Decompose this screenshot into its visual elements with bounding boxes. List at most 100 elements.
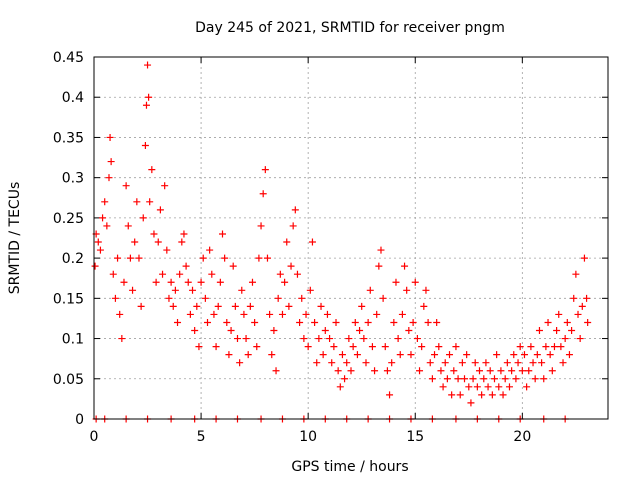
x-axis-label: GPS time / hours — [291, 459, 408, 475]
data-point — [302, 310, 310, 318]
data-point — [426, 359, 434, 367]
data-point — [377, 246, 385, 254]
data-point — [510, 351, 518, 359]
data-point — [135, 254, 143, 262]
data-point — [497, 367, 505, 375]
data-point — [285, 302, 293, 310]
data-point — [553, 327, 561, 335]
y-axis-label: SRMTID / TECUs — [7, 182, 23, 295]
data-point — [281, 278, 289, 286]
data-point — [180, 230, 188, 238]
data-point — [523, 383, 531, 391]
data-point — [443, 375, 451, 383]
data-point — [405, 327, 413, 335]
x-tick-label: 0 — [90, 429, 99, 445]
data-point — [133, 198, 141, 206]
data-point — [433, 318, 441, 326]
data-point — [259, 190, 267, 198]
data-point — [227, 327, 235, 335]
data-point — [154, 238, 162, 246]
x-tick-label: 15 — [406, 429, 424, 445]
data-point — [323, 310, 331, 318]
data-point — [358, 302, 366, 310]
data-point — [535, 327, 543, 335]
data-point — [416, 367, 424, 375]
data-point — [561, 335, 569, 343]
data-point — [148, 166, 156, 174]
data-point — [246, 302, 254, 310]
data-point — [145, 93, 153, 101]
data-point — [272, 367, 280, 375]
data-point — [131, 238, 139, 246]
data-point — [210, 310, 218, 318]
y-axis-ticks: 0 0.05 0.1 0.15 0.2 0.25 0.3 0.35 0.4 0.45 — [53, 50, 608, 428]
data-point — [293, 270, 301, 278]
data-point — [390, 318, 398, 326]
data-point — [531, 375, 539, 383]
data-point — [169, 302, 177, 310]
data-point — [396, 351, 404, 359]
data-point — [171, 286, 179, 294]
data-point — [289, 222, 297, 230]
data-point — [456, 391, 464, 399]
data-point — [559, 359, 567, 367]
data-point — [231, 302, 239, 310]
data-point — [351, 318, 359, 326]
data-point — [240, 310, 248, 318]
data-point — [379, 294, 387, 302]
data-point — [330, 343, 338, 351]
data-point — [501, 375, 509, 383]
data-point — [91, 262, 99, 270]
data-point — [283, 238, 291, 246]
data-point — [144, 61, 152, 69]
data-point — [251, 318, 259, 326]
chart-title: Day 245 of 2021, SRMTID for receiver png… — [195, 20, 505, 36]
y-tick-label: 0.4 — [62, 90, 84, 106]
data-point — [450, 367, 458, 375]
data-point — [413, 335, 421, 343]
data-point — [146, 198, 154, 206]
data-point — [452, 343, 460, 351]
data-point — [409, 318, 417, 326]
data-point — [482, 359, 490, 367]
data-point — [576, 335, 584, 343]
data-point — [204, 318, 212, 326]
data-point — [191, 327, 199, 335]
data-point — [291, 206, 299, 214]
data-point — [353, 351, 361, 359]
data-point — [373, 310, 381, 318]
data-point — [109, 270, 117, 278]
data-point — [263, 254, 271, 262]
data-point — [584, 318, 592, 326]
data-point — [129, 286, 137, 294]
data-point — [465, 383, 473, 391]
y-tick-label: 0.25 — [53, 211, 84, 227]
data-point — [508, 367, 516, 375]
y-tick-label: 0.35 — [53, 130, 84, 146]
data-point — [334, 367, 342, 375]
data-point — [514, 359, 522, 367]
y-tick-label: 0.45 — [53, 50, 84, 66]
data-point — [343, 359, 351, 367]
data-point — [345, 335, 353, 343]
data-point — [476, 367, 483, 375]
data-point — [257, 222, 265, 230]
data-point — [278, 310, 286, 318]
data-point — [236, 359, 244, 367]
data-point — [105, 174, 113, 182]
data-point — [94, 238, 102, 246]
data-point — [411, 278, 419, 286]
data-point — [268, 351, 276, 359]
data-point — [349, 343, 357, 351]
data-point — [371, 367, 379, 375]
data-point — [296, 318, 304, 326]
data-point — [356, 327, 364, 335]
data-point — [516, 343, 524, 351]
data-point — [186, 310, 194, 318]
data-point — [546, 351, 554, 359]
data-point — [308, 238, 316, 246]
data-point — [159, 270, 167, 278]
data-points — [91, 61, 592, 423]
data-point — [439, 383, 447, 391]
data-point — [176, 270, 184, 278]
